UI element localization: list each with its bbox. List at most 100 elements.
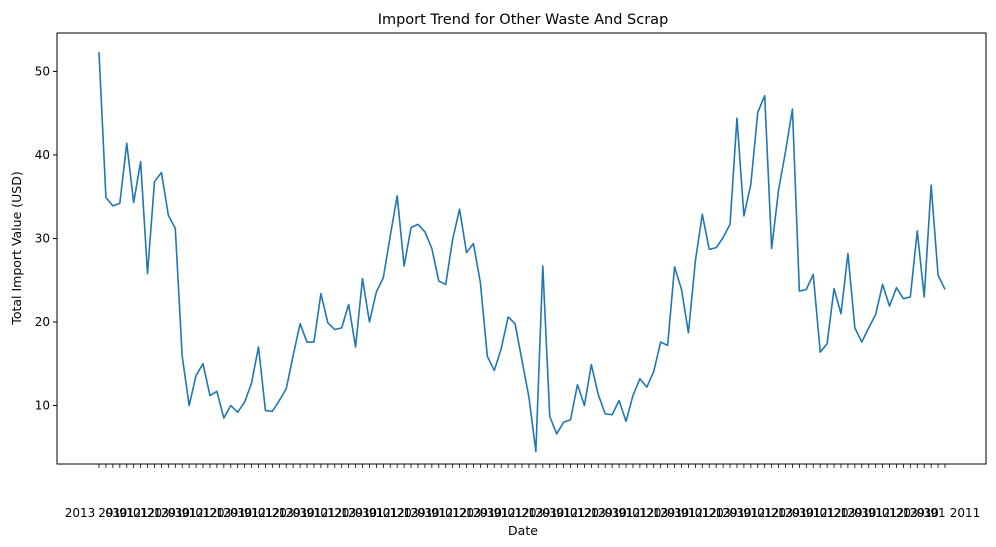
x-tick-label-overlap: 20 — [646, 506, 661, 520]
x-tick-label-overlap: 13 — [528, 506, 543, 520]
y-tick-label: 20 — [35, 315, 50, 329]
x-tick-label-overlap: 29 — [535, 506, 550, 520]
x-tick-label-overlap: 30 — [175, 506, 190, 520]
x-tick-label-overlap: 30 — [487, 506, 502, 520]
x-tick-label-overlap: 01 — [258, 506, 273, 520]
x-tick-label-overlap: 20 — [396, 506, 411, 520]
x-tick-label-overlap: 91 — [306, 506, 321, 520]
x-tick-label-overlap: 29 — [722, 506, 737, 520]
x-tick-label-overlap: 29 — [598, 506, 613, 520]
x-tick-label-overlap: 12 — [376, 506, 391, 520]
x-tick-label-overlap: 30 — [611, 506, 626, 520]
x-tick-label-overlap: 29 — [473, 506, 488, 520]
x-tick-label-last: 2011 — [950, 506, 981, 520]
x-tick-label-overlap: 12 — [452, 506, 467, 520]
x-tick-label-overlap: 30 — [674, 506, 689, 520]
x-tick-label-overlap: 20 — [209, 506, 224, 520]
x-tick-label-overlap: 12 — [750, 506, 765, 520]
x-axis-label: Date — [508, 523, 538, 538]
x-tick-label-overlap: 01 — [882, 506, 897, 520]
x-tick-label-overlap: 20 — [833, 506, 848, 520]
x-tick-label-overlap: 20 — [147, 506, 162, 520]
x-tick-label-overlap: 91 — [556, 506, 571, 520]
x-tick-label-overlap: 01 — [480, 506, 495, 520]
x-tick-label-overlap: 29 — [348, 506, 363, 520]
x-tick-label-overlap: 20 — [459, 506, 474, 520]
series-line — [98, 52, 946, 453]
y-tick-label: 30 — [35, 231, 50, 245]
x-tick-label-overlap: 30 — [362, 506, 377, 520]
x-tick-label-overlap: 12 — [875, 506, 890, 520]
series-line-group — [98, 52, 946, 453]
x-tick-label-overlap: 01 — [355, 506, 370, 520]
chart-title: Import Trend for Other Waste And Scrap — [378, 12, 669, 28]
x-tick-label-overlap: 29 — [410, 506, 425, 520]
x-tick-label-overlap: 12 — [500, 506, 515, 520]
x-tick-label-overlap: 01 — [854, 506, 869, 520]
x-tick-label-overlap: 30 — [237, 506, 252, 520]
x-tick-label-overlap: 12 — [126, 506, 141, 520]
x-tick-label-overlap: 13 — [466, 506, 481, 520]
x-tick-label-overlap: 29 — [660, 506, 675, 520]
x-tick-label-overlap: 91 — [930, 506, 945, 520]
x-tick-label-overlap: 30 — [799, 506, 814, 520]
x-tick-label-overlap: 12 — [563, 506, 578, 520]
y-tick-label: 10 — [35, 399, 50, 413]
x-tick-label-overlap: 91 — [369, 506, 384, 520]
x-tick-label-overlap: 20 — [521, 506, 536, 520]
x-tick-label-overlap: 01 — [695, 506, 710, 520]
x-tick-label-overlap: 12 — [188, 506, 203, 520]
x-tick-label-overlap: 12 — [639, 506, 654, 520]
x-tick-label-overlap: 12 — [813, 506, 828, 520]
x-tick-label-overlap: 13 — [154, 506, 169, 520]
x-tick-label-overlap: 30 — [299, 506, 314, 520]
x-tick-label-overlap: 12 — [625, 506, 640, 520]
x-tick-label-overlap: 12 — [514, 506, 529, 520]
x-tick-label-overlap: 30 — [112, 506, 127, 520]
x-axis-tick-labels: 2013 2011 290130911201122013290130911201… — [65, 506, 981, 520]
x-tick-label-overlap: 91 — [182, 506, 197, 520]
x-tick-label-overlap: 29 — [223, 506, 238, 520]
x-tick-label-overlap: 01 — [195, 506, 210, 520]
x-tick-label-overlap: 91 — [743, 506, 758, 520]
x-tick-label-overlap: 13 — [653, 506, 668, 520]
y-tick-label: 40 — [35, 148, 50, 162]
x-tick-label-overlap: 13 — [279, 506, 294, 520]
x-tick-label-overlap: 29 — [910, 506, 925, 520]
x-tick-label-overlap: 12 — [251, 506, 266, 520]
x-tick-label-overlap: 30 — [736, 506, 751, 520]
x-tick-label-overlap: 12 — [140, 506, 155, 520]
x-tick-label-overlap: 91 — [806, 506, 821, 520]
x-tick-label-overlap: 91 — [618, 506, 633, 520]
x-tick-label-overlap: 13 — [591, 506, 606, 520]
x-tick-label-overlap: 01 — [105, 506, 120, 520]
x-tick-label-overlap: 01 — [570, 506, 585, 520]
x-tick-label-overlap: 13 — [840, 506, 855, 520]
x-tick-label-overlap: 20 — [709, 506, 724, 520]
x-tick-label-overlap: 20 — [771, 506, 786, 520]
x-tick-label-overlap: 29 — [785, 506, 800, 520]
x-tick-label-overlap: 12 — [265, 506, 280, 520]
x-tick-label-overlap: 01 — [667, 506, 682, 520]
x-tick-label-overlap: 29 — [98, 506, 113, 520]
x-tick-label-overlap: 12 — [327, 506, 342, 520]
x-tick-label-overlap: 30 — [424, 506, 439, 520]
x-tick-label-overlap: 01 — [168, 506, 183, 520]
x-tick-label-overlap: 12 — [438, 506, 453, 520]
x-tick-label-overlap: 12 — [764, 506, 779, 520]
x-tick-label-overlap: 30 — [923, 506, 938, 520]
x-tick-label-overlap: 29 — [847, 506, 862, 520]
x-tick-label-overlap: 01 — [292, 506, 307, 520]
y-tick-label: 50 — [35, 64, 50, 78]
y-axis-label: Total Import Value (USD) — [9, 171, 24, 325]
x-tick-label-overlap: 01 — [757, 506, 772, 520]
x-tick-label-overlap: 01 — [417, 506, 432, 520]
x-tick-label-overlap: 01 — [729, 506, 744, 520]
x-tick-label-overlap: 13 — [715, 506, 730, 520]
x-tick-label-overlap: 01 — [320, 506, 335, 520]
x-tick-label-overlap: 30 — [861, 506, 876, 520]
x-tick-label-overlap: 20 — [896, 506, 911, 520]
x-tick-label-overlap: 12 — [390, 506, 405, 520]
